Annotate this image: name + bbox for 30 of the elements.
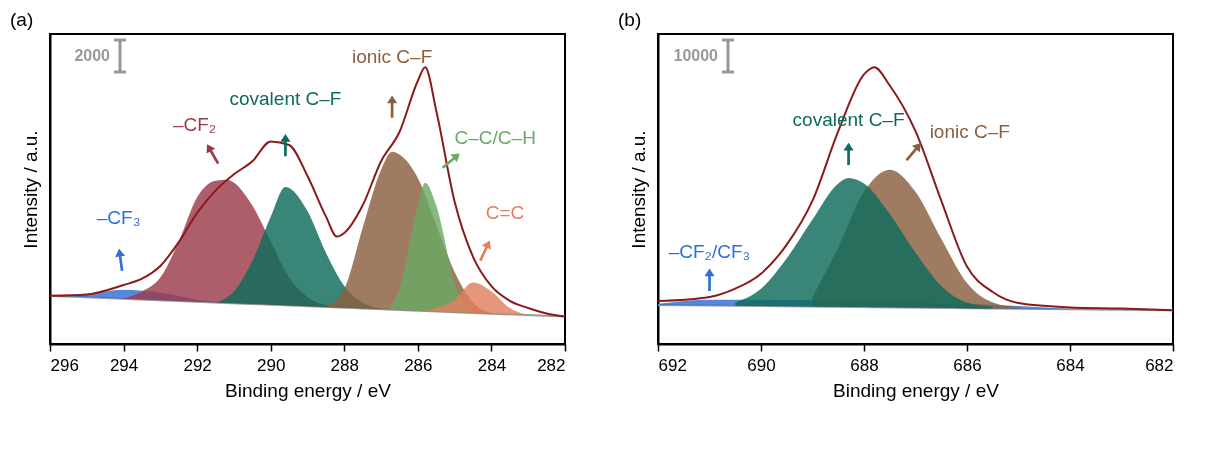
- x-axis-title: Binding energy / eV: [833, 379, 1000, 401]
- chart-title: (a): [10, 8, 34, 30]
- x-tick-label: 292: [183, 355, 212, 375]
- chart-title: (b): [618, 8, 642, 30]
- text: 2000: [74, 47, 111, 64]
- text: C–C/C–H: [454, 126, 536, 148]
- x-tick-label: 692: [658, 355, 687, 375]
- text: covalent C–F: [229, 88, 342, 110]
- x-tick-label: 282: [537, 355, 566, 375]
- y-axis-title: Intensity / a.u.: [19, 130, 41, 249]
- x-tick-label: 690: [747, 355, 776, 375]
- text: –CF₃: [96, 206, 141, 228]
- text: –CF₂: [172, 113, 217, 135]
- text: 10000: [673, 47, 719, 64]
- x-tick-label: 294: [109, 355, 139, 375]
- series-label: –CF₂/CF₃: [668, 240, 751, 262]
- x-tick-label: 688: [850, 355, 879, 375]
- x-axis-title: Binding energy / eV: [225, 379, 392, 401]
- x-tick-label: 288: [330, 355, 359, 375]
- x-tick-label: 686: [953, 355, 982, 375]
- x-tick-label: 684: [1056, 355, 1085, 375]
- x-tick-label: 682: [1145, 355, 1174, 375]
- x-tick-label: 290: [257, 355, 286, 375]
- x-tick-label: 296: [50, 355, 79, 375]
- text: C=C: [485, 201, 525, 223]
- text: ionic C–F: [929, 120, 1010, 142]
- text: ionic C–F: [351, 45, 433, 67]
- y-axis-title: Intensity / a.u.: [627, 130, 649, 249]
- x-tick-label: 284: [477, 355, 507, 375]
- x-tick-label: 286: [404, 355, 433, 375]
